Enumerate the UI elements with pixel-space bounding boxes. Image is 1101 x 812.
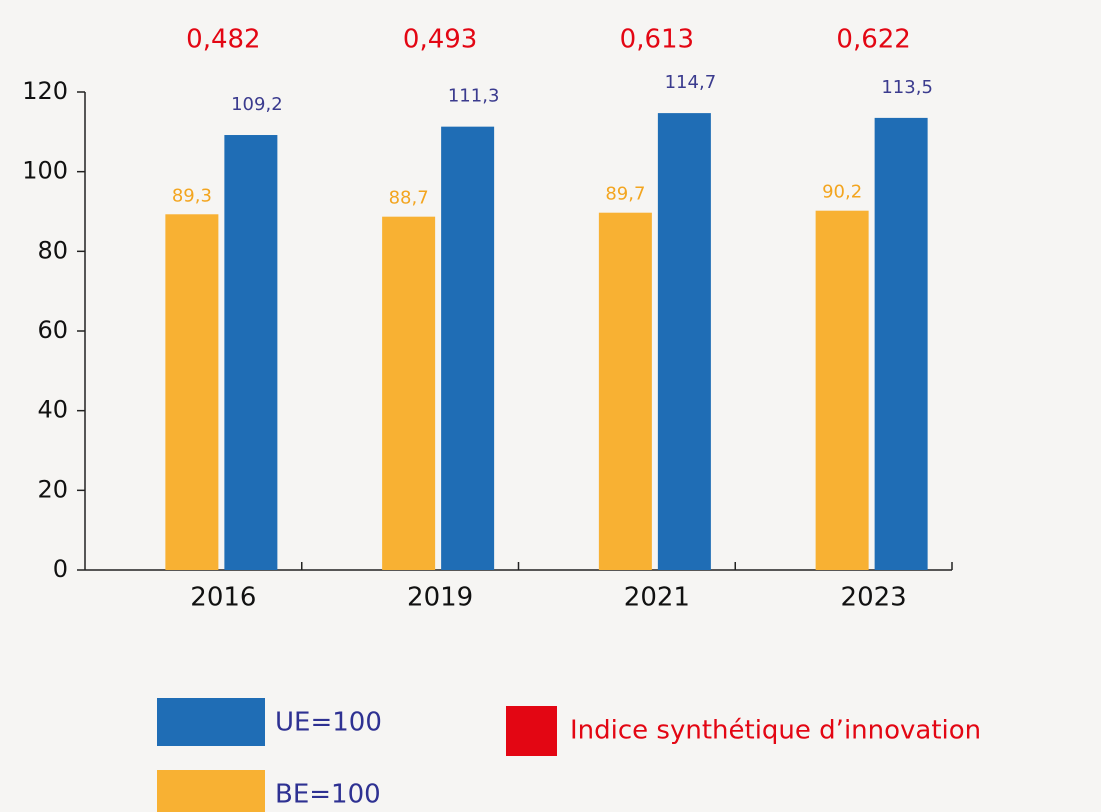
y-tick-label: 120	[22, 77, 68, 105]
value-label: 111,3	[448, 86, 500, 107]
bar	[165, 214, 219, 570]
value-label: 89,3	[172, 185, 212, 206]
legend-label: Indice synthétique d’innovation	[570, 716, 981, 746]
x-tick-label: 2016	[190, 583, 256, 613]
value-label: 88,7	[389, 188, 429, 209]
bar	[224, 135, 278, 570]
bar	[598, 212, 652, 570]
legend-swatch	[157, 770, 265, 812]
x-tick-label: 2023	[841, 583, 907, 613]
value-label: 109,2	[231, 94, 283, 115]
index-label: 0,493	[403, 25, 477, 55]
legend-swatch	[157, 698, 265, 746]
legend-label: UE=100	[275, 708, 382, 738]
x-tick-label: 2021	[624, 583, 690, 613]
index-label: 0,622	[836, 25, 910, 55]
index-label: 0,482	[186, 25, 260, 55]
index-label: 0,613	[620, 25, 694, 55]
y-tick-label: 20	[37, 475, 68, 503]
y-tick-label: 100	[22, 157, 68, 185]
value-label: 114,7	[665, 72, 717, 93]
bar	[815, 210, 869, 570]
y-tick-label: 60	[37, 316, 68, 344]
value-label: 90,2	[822, 182, 862, 203]
y-tick-label: 80	[37, 236, 68, 264]
bar	[874, 117, 928, 571]
legend-label: BE=100	[275, 780, 381, 810]
value-label: 89,7	[605, 184, 645, 205]
y-tick-label: 40	[37, 396, 68, 424]
x-tick-label: 2019	[407, 583, 473, 613]
legend-swatch	[506, 706, 557, 756]
y-tick-label: 0	[53, 555, 68, 583]
bar	[441, 126, 495, 570]
value-label: 113,5	[881, 77, 933, 98]
bar	[657, 113, 711, 570]
bar	[382, 216, 436, 570]
